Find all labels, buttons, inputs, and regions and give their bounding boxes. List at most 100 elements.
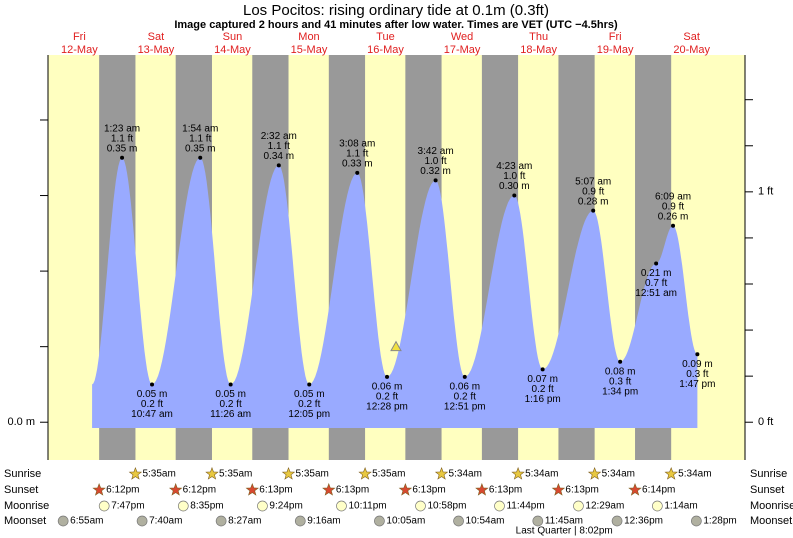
tide-label: 0.2 ft (220, 399, 242, 410)
sunset-icon (322, 482, 336, 496)
tide-label: 3:08 am (339, 139, 375, 150)
row-label: Moonrise (4, 500, 49, 512)
tide-label: 0.07 m (527, 374, 558, 385)
tide-label: 0.33 m (342, 159, 373, 170)
tide-label: 0.3 ft (609, 376, 631, 387)
low-tide-point (540, 367, 545, 372)
sunrise-time: 5:35am (296, 469, 329, 480)
moonrise-time: 10:58pm (428, 501, 467, 512)
moonrise-icon (177, 500, 189, 512)
tide-label: 0.2 ft (454, 392, 476, 403)
tide-label: 11:26 am (210, 409, 251, 420)
current-tide-marker (390, 340, 402, 352)
sunrise-icon (511, 466, 525, 480)
tide-label: 12:51 pm (444, 402, 486, 413)
day-name: Thu (529, 31, 548, 43)
moonset-icon (294, 515, 306, 527)
low-tide-point (385, 374, 390, 379)
moonset-icon (532, 515, 544, 527)
tide-label: 3:42 am (418, 146, 454, 157)
tide-label: 0.06 m (372, 382, 403, 393)
high-tide-point (198, 155, 203, 160)
row-label: Moonrise (750, 500, 793, 512)
sunrise-icon (587, 466, 602, 480)
moonrise-icon (415, 500, 426, 512)
sunset-icon (245, 482, 260, 496)
tide-label: 12:05 pm (288, 409, 330, 420)
high-tide-point (512, 193, 517, 198)
tide-label: 0.2 ft (141, 399, 163, 410)
y2-tick-label: 1 ft (758, 186, 773, 198)
tide-label: 1:34 pm (602, 386, 638, 397)
sunset-icon (92, 482, 106, 496)
moonrise-time: 10:11pm (348, 501, 386, 512)
tide-label: 0.2 ft (298, 399, 320, 410)
moonrise-time: 1:14am (664, 501, 697, 512)
tide-label: 1.1 ft (268, 141, 290, 152)
sunset-time: 6:13pm (336, 485, 369, 496)
moonset-icon (691, 515, 702, 527)
tide-label: 0.35 m (107, 143, 138, 154)
day-name: Fri (609, 31, 622, 43)
tide-label: 0.9 ft (582, 186, 604, 197)
tide-label: 0.3 ft (686, 369, 708, 380)
tide-label: 1:47 pm (679, 379, 715, 390)
row-label: Moonset (750, 515, 792, 527)
sunset-time: 6:12pm (183, 485, 216, 496)
tide-label: 0.30 m (499, 181, 530, 192)
day-name: Sun (223, 31, 243, 43)
sunset-time: 6:14pm (642, 485, 675, 496)
sunset-time: 6:13pm (489, 485, 522, 496)
sunrise-icon (434, 466, 449, 480)
tide-label: 0.05 m (294, 389, 325, 400)
sunrise-time: 5:34am (525, 469, 558, 480)
tide-label: 1:54 am (182, 123, 218, 134)
tide-label: 0.2 ft (532, 384, 554, 395)
day-name: Tue (376, 31, 395, 43)
moonset-time: 7:40am (149, 516, 182, 527)
low-tide-point (462, 374, 467, 379)
day-name: Wed (451, 31, 473, 43)
moonset-time: 11:45am (545, 516, 583, 527)
row-label: Sunrise (750, 468, 787, 480)
sunrise-time: 5:34am (449, 469, 482, 480)
tide-label: 0.35 m (185, 143, 216, 154)
low-tide-point (228, 382, 233, 387)
day-name: Mon (298, 31, 319, 43)
sunrise-time: 5:35am (219, 469, 252, 480)
sunset-icon (398, 482, 413, 496)
tide-label: 0.9 ft (662, 201, 684, 212)
moonrise-time: 9:24pm (269, 501, 302, 512)
day-name: Sat (683, 31, 700, 43)
tide-label: 1.1 ft (189, 133, 211, 144)
tide-label: 12:28 pm (366, 402, 408, 413)
day-date: 18-May (520, 44, 557, 56)
moonset-icon (57, 515, 69, 527)
tide-label: 1:23 am (104, 123, 140, 134)
low-tide-point (307, 382, 312, 387)
chart-title: Los Pocitos: rising ordinary tide at 0.1… (243, 2, 549, 19)
day-date: 13-May (138, 44, 175, 56)
sunset-icon (475, 482, 489, 496)
day-name: Fri (73, 31, 86, 43)
moonrise-icon (336, 500, 347, 512)
moonrise-time: 7:47pm (111, 501, 144, 512)
tide-label: 1.0 ft (503, 171, 525, 182)
tide-label: 0.08 m (605, 366, 636, 377)
tide-label: 1.1 ft (111, 133, 133, 144)
day-date: 19-May (597, 44, 634, 56)
moon-phase: Last Quarter | 8:02pm (516, 526, 613, 537)
low-tide-point (654, 261, 659, 266)
sunrise-icon (205, 466, 219, 480)
day-date: 20-May (673, 44, 710, 56)
moonset-time: 6:55am (70, 516, 103, 527)
high-tide-point (355, 170, 360, 175)
day-date: 17-May (444, 44, 481, 56)
tide-label: 0.06 m (449, 382, 480, 393)
moonset-icon (374, 515, 385, 527)
tide-label: 0.21 m (641, 268, 672, 279)
moonset-time: 8:27am (228, 516, 261, 527)
sunrise-icon (664, 466, 678, 480)
high-tide-point (591, 208, 596, 213)
y-tick-label: 0.0 m (7, 416, 35, 428)
